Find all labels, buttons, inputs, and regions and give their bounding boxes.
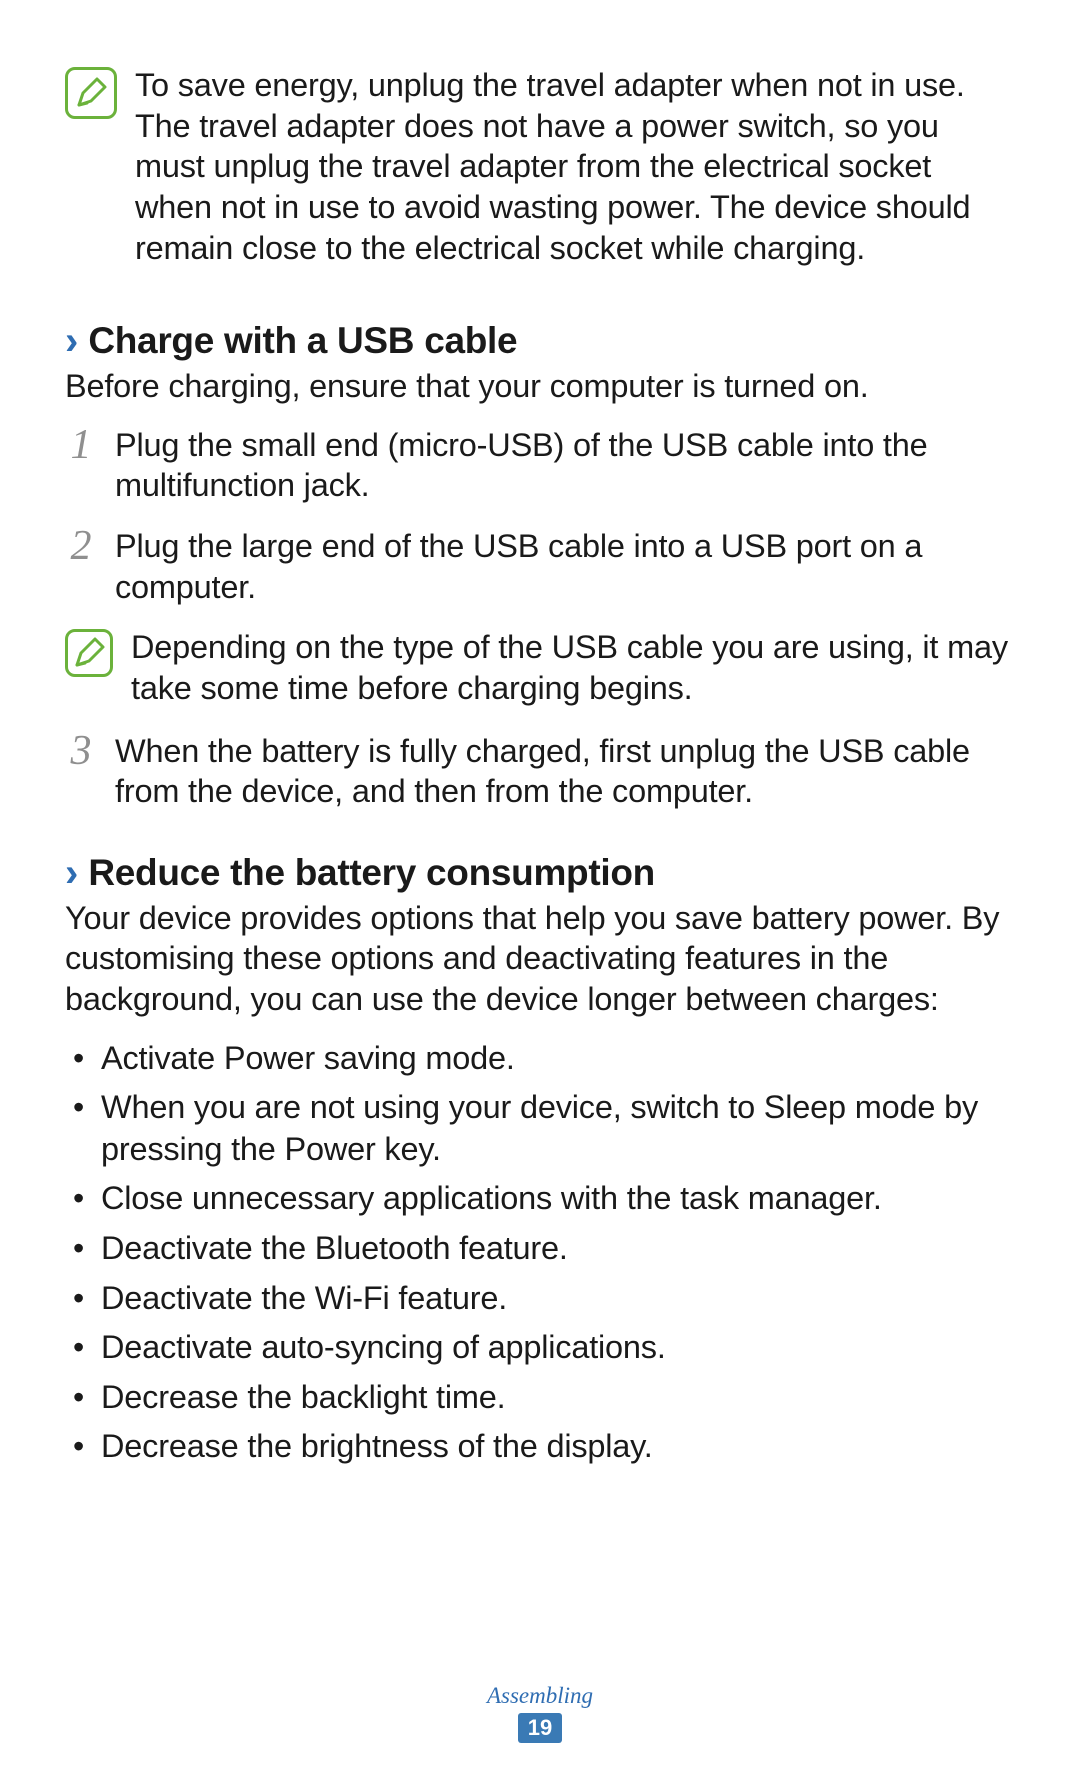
list-item: Decrease the backlight time. bbox=[65, 1377, 1015, 1419]
section-heading: › Reduce the battery consumption bbox=[65, 852, 1015, 894]
section-heading: › Charge with a USB cable bbox=[65, 320, 1015, 362]
step-item: 2 Plug the large end of the USB cable in… bbox=[65, 526, 1015, 607]
chevron-icon: › bbox=[65, 853, 78, 893]
list-item: Activate Power saving mode. bbox=[65, 1038, 1015, 1080]
note-icon bbox=[65, 67, 117, 119]
step-text: Plug the small end (micro-USB) of the US… bbox=[115, 425, 1015, 506]
list-item: Deactivate the Wi-Fi feature. bbox=[65, 1278, 1015, 1320]
inline-note: Depending on the type of the USB cable y… bbox=[65, 627, 1015, 708]
list-item: Close unnecessary applications with the … bbox=[65, 1178, 1015, 1220]
top-note-text: To save energy, unplug the travel adapte… bbox=[135, 65, 1015, 268]
section-title: Reduce the battery consumption bbox=[88, 852, 655, 894]
footer-category: Assembling bbox=[0, 1683, 1080, 1709]
section-usb-charge: › Charge with a USB cable Before chargin… bbox=[65, 320, 1015, 812]
list-item: Decrease the brightness of the display. bbox=[65, 1426, 1015, 1468]
step-number: 2 bbox=[65, 528, 97, 566]
list-item: Deactivate auto-syncing of applications. bbox=[65, 1327, 1015, 1369]
pencil-note-icon bbox=[71, 635, 107, 671]
section-intro: Before charging, ensure that your comput… bbox=[65, 366, 1015, 407]
pencil-note-icon bbox=[73, 75, 109, 111]
note-icon bbox=[65, 629, 113, 677]
bullet-list: Activate Power saving mode. When you are… bbox=[65, 1038, 1015, 1468]
step-item: 3 When the battery is fully charged, fir… bbox=[65, 731, 1015, 812]
step-item: 1 Plug the small end (micro-USB) of the … bbox=[65, 425, 1015, 506]
section-title: Charge with a USB cable bbox=[88, 320, 517, 362]
top-note: To save energy, unplug the travel adapte… bbox=[65, 65, 1015, 268]
section-intro: Your device provides options that help y… bbox=[65, 898, 1015, 1020]
step-text: Plug the large end of the USB cable into… bbox=[115, 526, 1015, 607]
page-number-badge: 19 bbox=[518, 1713, 562, 1743]
list-item: Deactivate the Bluetooth feature. bbox=[65, 1228, 1015, 1270]
list-item: When you are not using your device, swit… bbox=[65, 1087, 1015, 1170]
section-battery-consumption: › Reduce the battery consumption Your de… bbox=[65, 852, 1015, 1468]
inline-note-text: Depending on the type of the USB cable y… bbox=[131, 627, 1015, 708]
step-number: 1 bbox=[65, 427, 97, 465]
chevron-icon: › bbox=[65, 321, 78, 361]
step-text: When the battery is fully charged, first… bbox=[115, 731, 1015, 812]
page-footer: Assembling 19 bbox=[0, 1683, 1080, 1743]
step-number: 3 bbox=[65, 733, 97, 771]
